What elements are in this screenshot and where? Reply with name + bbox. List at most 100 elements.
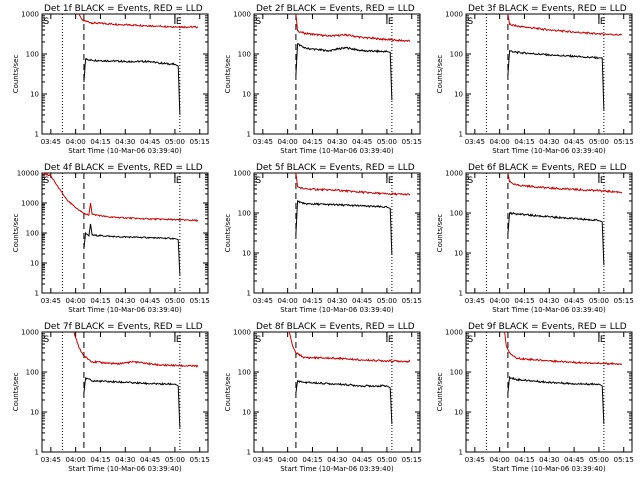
x-axis-label: Start Time (10-Mar-06 03:39:40) [492, 147, 606, 155]
y-tick-label: 10 [454, 91, 463, 99]
events-series-line [295, 379, 393, 425]
panel-title: Det 2f BLACK = Events, RED = LLD [256, 4, 415, 14]
x-tick-label: 04:30 [539, 138, 559, 146]
x-tick-label: 05:15 [614, 456, 634, 464]
x-tick-label: 03:45 [41, 456, 61, 464]
lld-series-line [78, 13, 199, 29]
x-tick-label: 04:00 [490, 456, 510, 464]
y-tick-label: 1 [247, 131, 251, 139]
events-series-line [83, 57, 181, 115]
x-tick-label: 04:45 [140, 297, 160, 305]
y-tick-label: 1000 [445, 170, 463, 178]
start-marker: S [256, 335, 262, 345]
y-tick-label: 1000 [21, 11, 39, 19]
end-marker: E [176, 335, 182, 345]
panel-title: Det 3f BLACK = Events, RED = LLD [468, 4, 627, 14]
y-axis-label: Counts/sec [12, 214, 20, 253]
panel-det-6: Det 6f BLACK = Events, RED = LLD 1 10 100 10… [436, 163, 634, 314]
x-tick-label: 04:45 [140, 456, 160, 464]
panel-det-4: Det 4f BLACK = Events, RED = LLD 1 10 100 10… [12, 163, 210, 314]
panel-title: Det 5f BLACK = Events, RED = LLD [256, 163, 415, 173]
start-marker: S [468, 176, 474, 186]
plot-frame [253, 172, 421, 294]
x-tick-label: 05:00 [589, 297, 609, 305]
y-tick-label: 1 [247, 290, 251, 298]
y-axis-label: Counts/sec [224, 55, 232, 94]
x-tick-label: 04:45 [352, 456, 372, 464]
x-tick-label: 04:00 [490, 138, 510, 146]
y-tick-label: 100 [450, 369, 463, 377]
events-series-line [83, 376, 181, 428]
panel-det-9: Det 9f BLACK = Events, RED = LLD 1 10 100 10… [436, 322, 634, 473]
x-axis-label: Start Time (10-Mar-06 03:39:40) [68, 306, 182, 314]
x-axis-label: Start Time (10-Mar-06 03:39:40) [280, 306, 394, 314]
x-tick-label: 03:45 [465, 297, 485, 305]
x-tick-label: 04:15 [90, 297, 110, 305]
x-tick-label: 03:45 [41, 138, 61, 146]
lld-series-line [295, 13, 411, 43]
x-tick-label: 04:30 [115, 138, 135, 146]
start-marker: S [468, 335, 474, 345]
y-tick-label: 1 [247, 449, 251, 457]
x-axis-label: Start Time (10-Mar-06 03:39:40) [492, 306, 606, 314]
y-tick-label: 10 [30, 409, 39, 417]
x-tick-label: 04:30 [115, 297, 135, 305]
lld-series-line [288, 331, 411, 363]
y-tick-label: 1000 [233, 11, 251, 19]
plot-frame [465, 13, 633, 135]
lld-series-line [507, 172, 623, 194]
y-axis-label: Counts/sec [436, 373, 444, 412]
y-tick-label: 10 [242, 91, 251, 99]
y-tick-label: 100 [26, 230, 39, 238]
start-marker: S [44, 17, 50, 27]
y-tick-label: 1 [459, 290, 463, 298]
x-tick-label: 05:00 [165, 138, 185, 146]
x-tick-label: 04:15 [514, 297, 534, 305]
x-tick-label: 05:00 [165, 297, 185, 305]
end-marker: E [176, 176, 182, 186]
panel-det-1: Det 1f BLACK = Events, RED = LLD 1 10 100 10… [12, 4, 210, 155]
end-marker: E [176, 17, 182, 27]
start-marker: S [44, 176, 50, 186]
x-tick-label: 04:00 [278, 456, 298, 464]
x-tick-label: 04:30 [115, 456, 135, 464]
y-tick-label: 100 [238, 369, 251, 377]
events-series-line [507, 211, 605, 266]
x-tick-label: 03:45 [41, 297, 61, 305]
y-axis-label: Counts/sec [224, 214, 232, 253]
x-tick-label: 05:00 [165, 456, 185, 464]
y-tick-label: 1 [459, 449, 463, 457]
panel-title: Det 4f BLACK = Events, RED = LLD [44, 163, 203, 173]
y-tick-label: 10000 [17, 170, 39, 178]
y-tick-label: 1000 [21, 329, 39, 337]
x-tick-label: 04:30 [539, 297, 559, 305]
x-axis-label: Start Time (10-Mar-06 03:39:40) [68, 465, 182, 473]
plot-frame [41, 172, 209, 294]
x-tick-label: 04:00 [490, 297, 510, 305]
panel-title: Det 9f BLACK = Events, RED = LLD [468, 322, 627, 332]
x-tick-label: 05:15 [402, 297, 422, 305]
x-tick-label: 04:15 [90, 456, 110, 464]
y-tick-label: 10 [454, 409, 463, 417]
x-tick-label: 05:15 [190, 297, 210, 305]
x-tick-label: 04:30 [327, 456, 347, 464]
start-marker: S [44, 335, 50, 345]
y-tick-label: 10 [30, 91, 39, 99]
x-tick-label: 04:45 [140, 138, 160, 146]
x-tick-label: 05:15 [190, 138, 210, 146]
lld-series-line [507, 13, 623, 36]
plot-frame [465, 331, 633, 453]
panel-title: Det 1f BLACK = Events, RED = LLD [44, 4, 203, 14]
x-tick-label: 05:00 [377, 456, 397, 464]
x-tick-label: 03:45 [253, 297, 273, 305]
end-marker: E [600, 17, 606, 27]
end-marker: E [388, 176, 394, 186]
x-tick-label: 04:00 [66, 138, 86, 146]
panel-det-3: Det 3f BLACK = Events, RED = LLD 1 10 100 10… [436, 4, 634, 155]
x-tick-label: 04:45 [352, 297, 372, 305]
x-tick-label: 04:30 [539, 456, 559, 464]
x-axis-label: Start Time (10-Mar-06 03:39:40) [280, 147, 394, 155]
panel-title: Det 7f BLACK = Events, RED = LLD [44, 322, 203, 332]
x-tick-label: 05:00 [589, 456, 609, 464]
